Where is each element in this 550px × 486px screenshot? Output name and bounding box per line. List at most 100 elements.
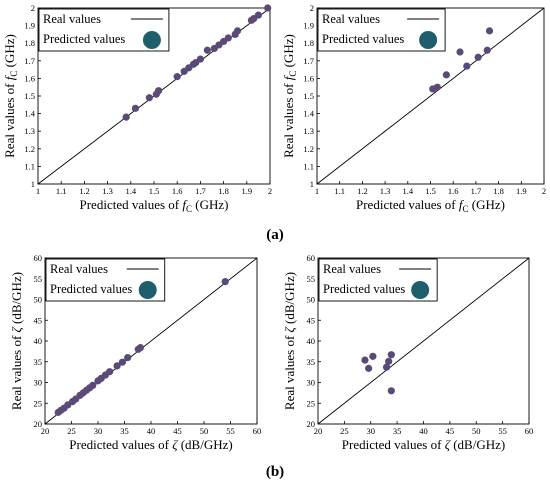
x-tick-label: 1.8 bbox=[218, 186, 229, 196]
x-axis-label: Predicted values of fC (GHz) bbox=[356, 197, 505, 214]
x-tick-label: 1.2 bbox=[79, 186, 90, 196]
y-axis-label: Real values of ζ (dB/GHz) bbox=[282, 272, 297, 410]
y-tick-label: 1.2 bbox=[24, 144, 35, 154]
x-axis-label-symbol: ζ bbox=[445, 437, 451, 452]
data-point bbox=[254, 11, 262, 19]
x-axis-label-symbol: ζ bbox=[172, 437, 178, 452]
x-tick-label: 40 bbox=[419, 426, 428, 436]
y-tick-label: 2 bbox=[310, 3, 314, 13]
data-point bbox=[136, 344, 144, 352]
x-tick-label: 25 bbox=[340, 426, 349, 436]
x-axis-label-subscript: C bbox=[463, 204, 469, 214]
x-axis-label-unit: (dB/GHz) bbox=[450, 437, 505, 452]
y-axis-label-unit: (GHz) bbox=[281, 34, 296, 70]
x-tick-label: 1.6 bbox=[172, 186, 183, 196]
y-axis-label-symbol: ζ bbox=[282, 326, 297, 332]
y-tick-label: 1.1 bbox=[24, 161, 35, 171]
y-axis-label-prefix: Real values of bbox=[9, 332, 24, 410]
y-axis-label: Real values of fC (GHz) bbox=[2, 34, 19, 158]
data-point bbox=[233, 27, 242, 35]
x-tick-label: 45 bbox=[173, 426, 182, 436]
y-axis-label: Real values of fC (GHz) bbox=[281, 34, 298, 158]
y-tick-label: 2 bbox=[31, 3, 35, 13]
y-tick-label: 1.5 bbox=[24, 91, 35, 101]
x-tick-label: 60 bbox=[253, 426, 262, 436]
y-tick-label: 40 bbox=[307, 336, 316, 346]
x-axis-label-prefix: Predicted values of bbox=[356, 197, 459, 212]
x-tick-label: 35 bbox=[393, 426, 402, 436]
y-tick-label: 35 bbox=[34, 357, 43, 367]
legend-marker-label: Predicted values bbox=[43, 32, 125, 46]
data-point bbox=[382, 363, 391, 371]
data-point bbox=[173, 73, 181, 81]
x-tick-label: 25 bbox=[67, 426, 76, 436]
x-tick-label: 50 bbox=[200, 426, 209, 436]
x-axis-label-unit: (dB/GHz) bbox=[177, 437, 232, 452]
y-tick-label: 55 bbox=[307, 274, 316, 284]
data-point bbox=[369, 352, 377, 360]
x-tick-label: 2 bbox=[268, 186, 272, 196]
panel-label-a-text: (a) bbox=[266, 227, 284, 243]
legend-marker-label: Predicted values bbox=[322, 32, 404, 46]
y-tick-label: 50 bbox=[34, 295, 43, 305]
data-point bbox=[113, 362, 121, 370]
x-tick-label: 35 bbox=[120, 426, 129, 436]
data-point bbox=[196, 55, 204, 63]
y-tick-label: 1.3 bbox=[24, 126, 35, 136]
y-tick-label: 1 bbox=[31, 179, 35, 189]
data-point bbox=[456, 48, 464, 56]
legend-marker-sample bbox=[138, 281, 157, 299]
x-axis-label-unit: (GHz) bbox=[192, 197, 228, 212]
y-axis-label-unit: (dB/GHz) bbox=[9, 272, 24, 327]
y-tick-label: 1.9 bbox=[24, 21, 35, 31]
y-axis-label-prefix: Real values of bbox=[281, 80, 296, 158]
y-tick-label: 50 bbox=[307, 295, 316, 305]
y-axis-label-unit: (GHz) bbox=[2, 34, 17, 70]
x-tick-label: 1.1 bbox=[334, 186, 345, 196]
data-point bbox=[385, 357, 393, 365]
panel-label-b: (b) bbox=[255, 464, 295, 481]
chart-a-right: 1 1.1 1.2 1.3 1.4 1.5 1.6 1.7 1.8 1.9 2 1 1.1 1.2 1.3 1… bbox=[281, 3, 546, 214]
x-tick-label: 1 bbox=[36, 186, 40, 196]
reference-line bbox=[317, 257, 530, 425]
legend-marker-sample bbox=[419, 31, 438, 49]
x-tick-label: 50 bbox=[472, 426, 481, 436]
y-tick-label: 1.4 bbox=[303, 109, 314, 119]
y-axis-label-subscript: C bbox=[9, 71, 19, 77]
data-point bbox=[387, 387, 395, 395]
data-point bbox=[106, 368, 114, 376]
chart-b-right: 20 25 30 35 40 45 50 55 60 20 25 30 35 40 45 50 55 60 Real… bbox=[282, 253, 533, 452]
y-tick-label: 25 bbox=[34, 398, 43, 408]
data-point bbox=[361, 356, 369, 364]
y-tick-label: 40 bbox=[34, 336, 43, 346]
y-tick-label: 1.2 bbox=[303, 144, 314, 154]
y-axis-label-subscript: C bbox=[288, 71, 298, 77]
x-tick-label: 1.6 bbox=[448, 186, 459, 196]
y-tick-label: 60 bbox=[307, 253, 316, 263]
legend-marker-label: Predicted values bbox=[323, 282, 405, 296]
y-tick-label: 20 bbox=[307, 419, 316, 429]
y-axis-label-symbol: f bbox=[2, 74, 17, 80]
x-tick-label: 1 bbox=[315, 186, 319, 196]
x-axis-label-subscript: C bbox=[186, 204, 192, 214]
data-point bbox=[145, 94, 153, 102]
data-point bbox=[203, 46, 211, 54]
legend-line-label: Real values bbox=[323, 262, 381, 276]
legend-marker-sample bbox=[411, 281, 430, 299]
data-point bbox=[433, 83, 441, 91]
x-axis-label-prefix: Predicted values of bbox=[80, 197, 183, 212]
x-tick-label: 30 bbox=[367, 426, 376, 436]
x-tick-label: 55 bbox=[498, 426, 507, 436]
data-point bbox=[264, 4, 272, 12]
data-point bbox=[221, 278, 229, 286]
x-tick-label: 1.5 bbox=[425, 186, 436, 196]
data-point bbox=[485, 27, 494, 35]
y-tick-label: 55 bbox=[34, 274, 43, 284]
legend-line-label: Real values bbox=[43, 12, 101, 26]
x-axis-label-prefix: Predicted values of bbox=[342, 437, 445, 452]
x-axis-label-unit: (GHz) bbox=[469, 197, 505, 212]
y-tick-label: 30 bbox=[307, 378, 316, 388]
x-tick-label: 1.3 bbox=[102, 186, 113, 196]
reference-line bbox=[316, 7, 545, 185]
legend-marker-sample bbox=[142, 31, 161, 49]
